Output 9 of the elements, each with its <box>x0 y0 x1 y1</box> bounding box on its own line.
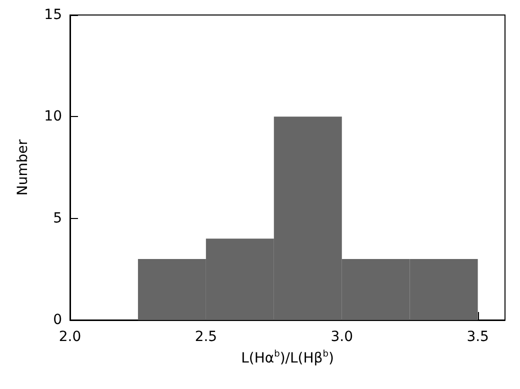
x-tick-label: 3.0 <box>330 329 354 345</box>
x-tick-label: 3.5 <box>466 329 489 345</box>
y-tick-label: 15 <box>44 7 62 23</box>
y-tick-label: 5 <box>53 210 62 226</box>
y-tick-label: 10 <box>44 108 62 125</box>
x-tick-label: 2.0 <box>58 329 82 345</box>
x-tick-label: 2.5 <box>194 329 218 345</box>
y-axis-title: Number <box>15 139 31 196</box>
y-tick-label: 0 <box>53 312 62 328</box>
